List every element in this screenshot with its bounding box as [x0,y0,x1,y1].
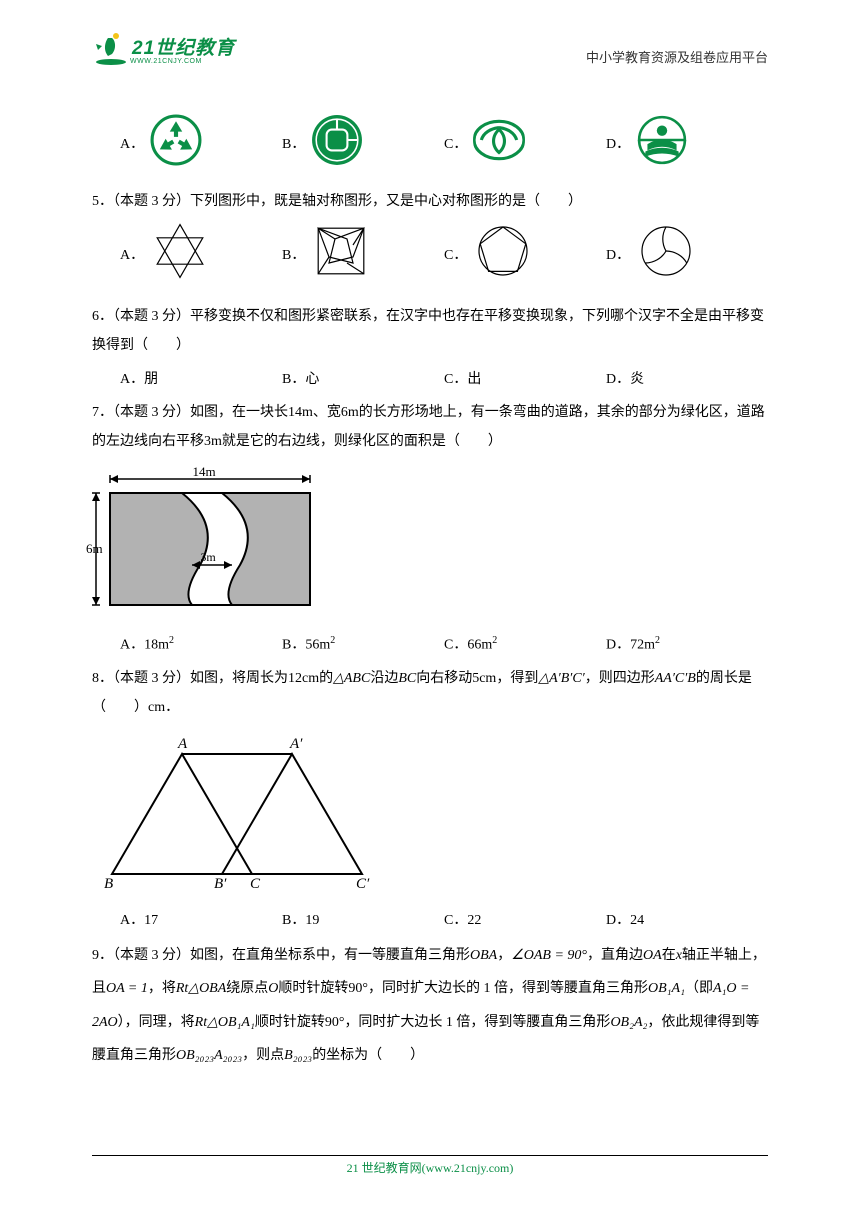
q7-len: 14m [288,405,313,420]
svg-text:A: A [177,736,188,752]
q5-options: A． B． [120,221,768,290]
q7-text: 7．（本题 3 分）如图，在一块长14m、宽6m的长方形场地上，有一条弯曲的道路… [92,398,768,457]
svg-text:B: B [104,876,113,892]
opt-label: C． [444,132,467,157]
q8-options: A．17 B．19 C．22 D．24 [120,908,768,933]
q8-unit: cm [148,700,165,715]
footer-rule [92,1155,768,1156]
svg-text:6m: 6m [86,541,103,556]
q8-t8: ． [165,700,179,715]
q7-opt-c: C．66m2 [444,632,606,658]
q9-text: 9．（本题 3 分）如图，在直角坐标系中，有一等腰直角三角形OBA，∠OAB =… [92,939,768,1073]
q7-figure: 14m 6m 3m [82,465,768,624]
q8-perim: 12cm [288,671,319,686]
q5-text: 5．（本题 3 分）下列图形中，既是轴对称图形，又是中心对称图形的是（ ） [92,187,768,216]
footer-text: 21 世纪教育网(www.21cnjy.com) [0,1158,860,1180]
q8-side: BC [398,671,416,686]
q7-wid: 6m [341,405,359,420]
page-content: A． B． [92,110,768,1073]
svg-text:3m: 3m [200,550,216,564]
q7-shift: 3m [204,434,222,449]
opt-label: D． [606,132,630,157]
q6-opt-d: D．炎 [606,367,768,392]
q7-opt-a: A．18m2 [120,632,282,658]
q8-t1: 8．（本题 3 分）如图，将周长为 [92,671,288,686]
q7-t2: 、宽 [313,405,341,420]
q4-opt-b: B． [282,114,444,175]
q8-t5: ，得到 [496,671,538,686]
q8-text: 8．（本题 3 分）如图，将周长为12cm的△ABC沿边BC向右移动5cm，得到… [92,664,768,723]
pinwheel-square-icon [311,221,371,290]
q8-quad: AA′C′B [655,671,696,686]
opt-label: A． [120,243,144,268]
q4-opt-a: A． [120,114,282,175]
logo-url: WWW.21CNJY.COM [130,56,202,69]
recycle-icon [150,114,202,175]
q6-text: 6．（本题 3 分）平移变换不仅和图形紧密联系，在汉字中也存在平移变换现象，下列… [92,302,768,361]
svg-text:A′: A′ [289,736,303,752]
header-subtitle: 中小学教育资源及组卷应用平台 [586,46,768,69]
q4-opt-d: D． [606,114,768,175]
hexagram-icon [150,221,210,290]
svg-text:C′: C′ [356,876,370,892]
q8-t4: 向右移动 [416,671,472,686]
q7-options: A．18m2 B．56m2 C．66m2 D．72m2 [120,632,768,658]
svg-text:C: C [250,876,261,892]
opt-label: B． [282,243,305,268]
svg-text:14m: 14m [192,465,215,479]
q8-t2: 的 [319,671,333,686]
spiral-icon [311,114,363,175]
opt-label: A． [120,132,144,157]
opt-label: D． [606,243,630,268]
q6-options: A．朋 B．心 C．出 D．炎 [120,367,768,392]
q8-tri1: △ABC [333,671,370,686]
q8-opt-b: B．19 [282,908,444,933]
q8-figure: A A′ B B′ C C′ [92,734,768,901]
q5-opt-d: D． [606,221,768,290]
q6-opt-b: B．心 [282,367,444,392]
q8-tri2: △A′B′C′ [538,671,584,686]
q8-t6: ，则四边形 [585,671,655,686]
opt-label: C． [444,243,467,268]
leaf-icon [473,114,525,175]
q8-t3: 沿边 [370,671,398,686]
q7-opt-b: B．56m2 [282,632,444,658]
q7-t1: 7．（本题 3 分）如图，在一块长 [92,405,288,420]
q6-opt-c: C．出 [444,367,606,392]
q8-opt-a: A．17 [120,908,282,933]
q4-options: A． B． [120,114,768,175]
q7-t4: 就是它的右边线，则绿化区的面积是（ ） [222,434,502,449]
q5-opt-a: A． [120,221,282,290]
q7-opt-d: D．72m2 [606,632,768,658]
q5-opt-c: C． [444,221,606,290]
svg-text:B′: B′ [214,876,227,892]
trefoil-icon [636,221,696,290]
q4-opt-c: C． [444,114,606,175]
q8-opt-d: D．24 [606,908,768,933]
pentagon-circle-icon [473,221,533,290]
q8-opt-c: C．22 [444,908,606,933]
opt-label: B． [282,132,305,157]
logo-runner-icon [92,32,130,66]
q6-opt-a: A．朋 [120,367,282,392]
q5-opt-b: B． [282,221,444,290]
q8-dist: 5cm [472,671,496,686]
landscape-icon [636,114,688,175]
